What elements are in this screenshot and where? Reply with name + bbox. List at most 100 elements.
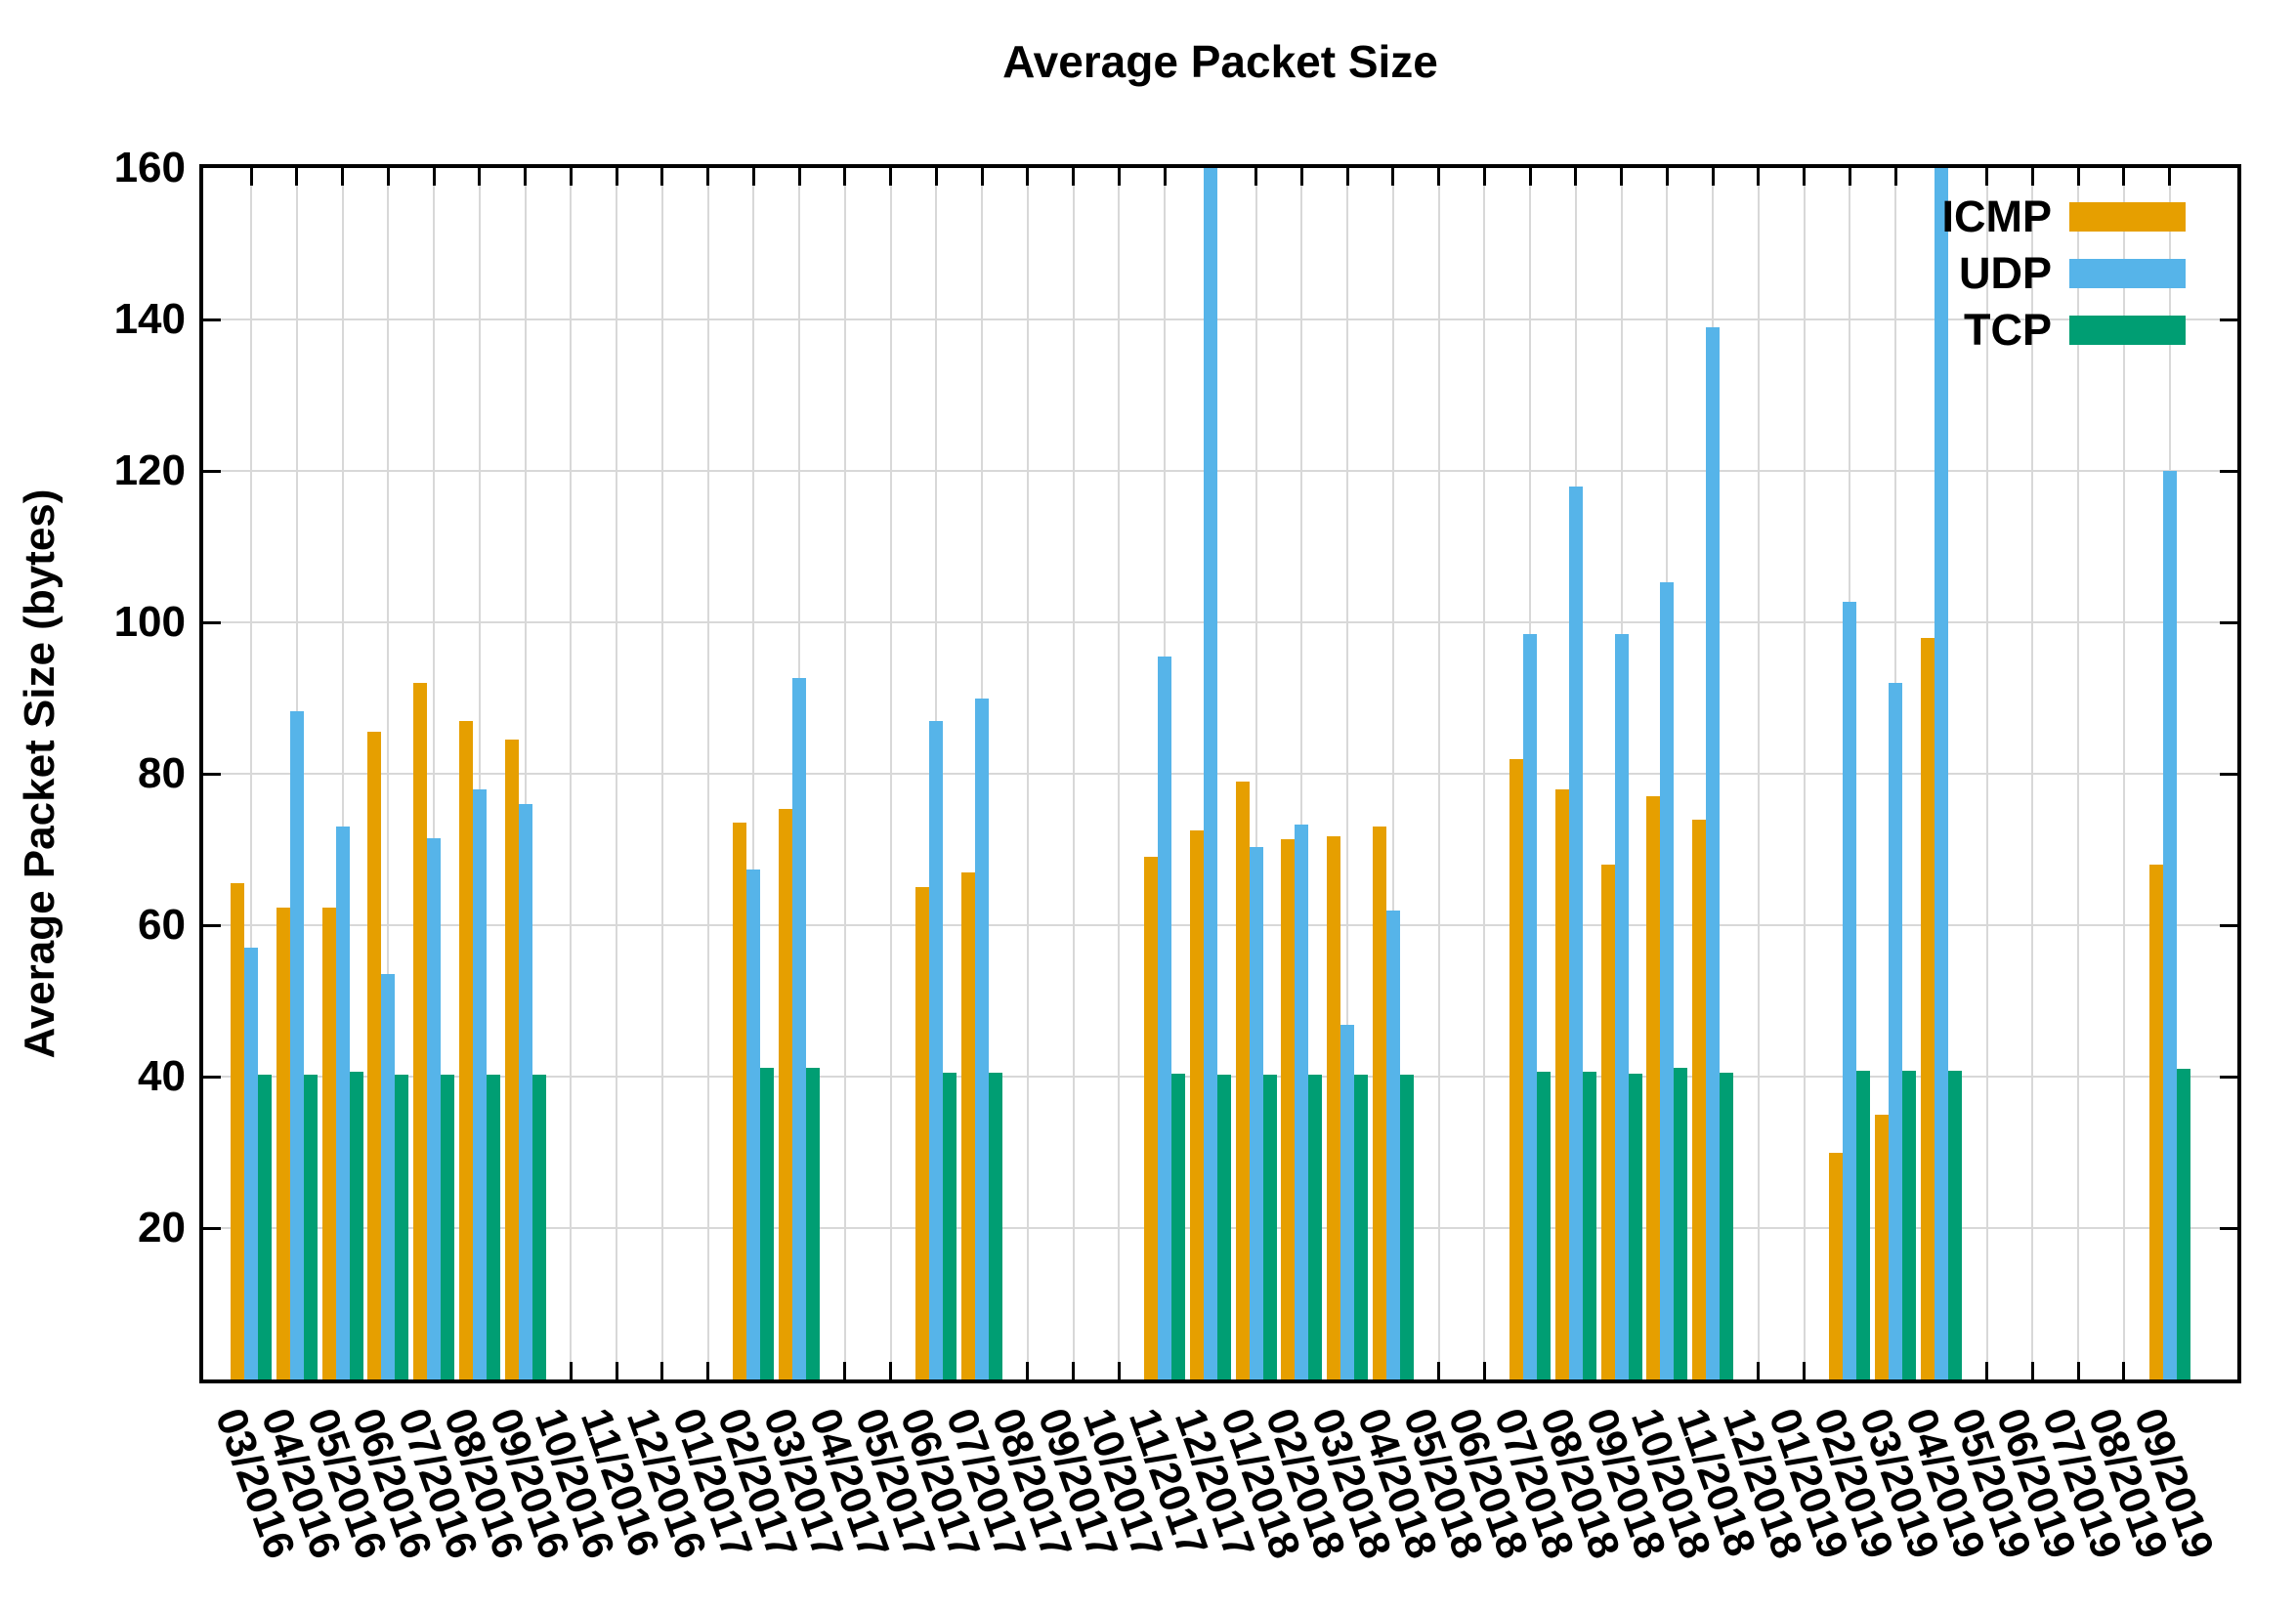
y-tick [2220, 772, 2237, 776]
bar-tcp-04/2018 [1399, 1074, 1414, 1379]
bar-icmp-06/2016 [367, 732, 382, 1379]
bar-tcp-09/2016 [531, 1074, 546, 1379]
y-tick [2220, 318, 2237, 321]
v-gridline [660, 168, 663, 1379]
v-gridline [341, 168, 344, 1379]
y-tick [203, 1226, 221, 1230]
y-tick-label: 140 [113, 295, 186, 343]
x-tick [524, 168, 527, 186]
bar-icmp-04/2019 [1920, 637, 1935, 1379]
x-tick [341, 168, 344, 186]
v-gridline [1985, 168, 1988, 1379]
bar-udp-09/2019 [2162, 471, 2177, 1379]
x-tick [660, 168, 664, 186]
bar-udp-04/2019 [1934, 168, 1948, 1379]
bar-udp-09/2016 [518, 804, 532, 1379]
x-tick [1117, 1362, 1121, 1379]
x-tick [478, 168, 482, 186]
bar-tcp-11/2018 [1720, 1073, 1733, 1379]
bar-icmp-08/2018 [1554, 788, 1569, 1379]
x-tick [934, 168, 938, 186]
bar-tcp-02/2019 [1856, 1070, 1871, 1379]
bar-udp-08/2016 [472, 788, 487, 1379]
bar-udp-06/2016 [381, 974, 396, 1379]
x-tick [432, 168, 436, 186]
bar-tcp-12/2017 [1216, 1075, 1231, 1379]
y-tick [203, 772, 221, 776]
bar-tcp-02/2017 [760, 1067, 775, 1379]
bar-icmp-03/2017 [779, 809, 792, 1379]
bar-udp-11/2017 [1158, 656, 1171, 1379]
y-tick-label: 100 [113, 598, 186, 646]
bar-tcp-03/2017 [806, 1067, 820, 1379]
y-tick-label: 120 [113, 446, 186, 494]
plot-area [203, 168, 2237, 1379]
bar-tcp-07/2017 [989, 1073, 1002, 1379]
bar-tcp-06/2017 [943, 1073, 957, 1379]
v-gridline [1757, 168, 1760, 1379]
x-tick [1482, 168, 1486, 186]
y-tick [203, 1075, 221, 1079]
bar-udp-02/2019 [1843, 602, 1857, 1379]
bar-udp-08/2018 [1568, 486, 1583, 1379]
bar-icmp-12/2017 [1189, 830, 1204, 1379]
v-gridline [889, 168, 892, 1379]
bar-tcp-08/2016 [486, 1074, 500, 1379]
bar-udp-03/2019 [1889, 683, 1902, 1379]
bar-icmp-07/2017 [961, 871, 975, 1379]
x-tick [706, 168, 709, 186]
v-gridline [433, 168, 435, 1379]
h-gridline [203, 318, 2237, 320]
legend-swatch-udp [2069, 259, 2186, 288]
x-tick [615, 1362, 618, 1379]
bar-icmp-11/2017 [1144, 857, 1158, 1379]
bar-udp-04/2018 [1385, 910, 1400, 1379]
bar-icmp-10/2018 [1646, 796, 1661, 1379]
x-tick [843, 168, 847, 186]
x-tick [1345, 168, 1349, 186]
x-tick [751, 168, 755, 186]
h-gridline [203, 470, 2237, 472]
bar-icmp-09/2018 [1600, 865, 1615, 1379]
bar-tcp-03/2019 [1902, 1070, 1916, 1379]
legend-swatch-icmp [2069, 202, 2186, 232]
bar-icmp-11/2018 [1692, 819, 1706, 1379]
bar-udp-09/2018 [1614, 633, 1629, 1379]
legend-label-udp: UDP [1958, 248, 2052, 298]
x-tick [1026, 1362, 1030, 1379]
x-tick [889, 168, 892, 186]
v-gridline [2077, 168, 2079, 1379]
v-gridline [524, 168, 527, 1379]
y-tick [2220, 620, 2237, 624]
x-tick [1072, 168, 1075, 186]
bar-udp-06/2017 [929, 720, 944, 1379]
bar-tcp-08/2018 [1582, 1072, 1596, 1379]
x-tick [249, 168, 253, 186]
bar-udp-07/2016 [427, 837, 441, 1379]
x-tick [706, 1362, 709, 1379]
bar-udp-03/2018 [1340, 1025, 1354, 1379]
bar-tcp-07/2018 [1537, 1072, 1551, 1379]
x-tick [1026, 168, 1030, 186]
v-gridline [1254, 168, 1257, 1379]
x-tick [2122, 168, 2126, 186]
x-tick [1254, 168, 1257, 186]
x-tick [1437, 168, 1440, 186]
bar-udp-11/2018 [1706, 326, 1720, 1379]
bar-tcp-09/2019 [2176, 1069, 2190, 1379]
bar-tcp-07/2016 [441, 1074, 454, 1379]
h-gridline [203, 773, 2237, 775]
v-gridline [570, 168, 573, 1379]
x-tick [569, 168, 573, 186]
bar-icmp-03/2019 [1875, 1114, 1889, 1379]
bar-tcp-05/2016 [349, 1072, 363, 1379]
bar-udp-03/2016 [244, 948, 258, 1379]
v-gridline [752, 168, 755, 1379]
bar-icmp-02/2017 [733, 823, 747, 1379]
bar-icmp-03/2016 [231, 883, 244, 1379]
x-tick [1665, 168, 1669, 186]
v-gridline [478, 168, 481, 1379]
bar-tcp-10/2018 [1674, 1067, 1688, 1379]
y-tick [2220, 469, 2237, 473]
bar-udp-07/2018 [1523, 633, 1537, 1379]
